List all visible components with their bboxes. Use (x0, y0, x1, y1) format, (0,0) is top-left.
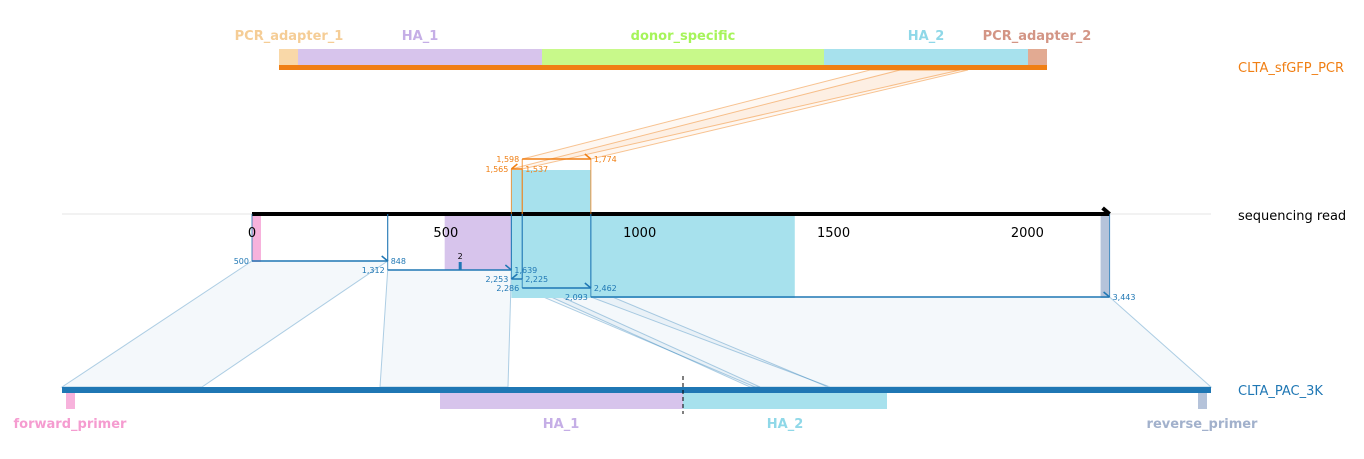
pac-alignment-end-label: 2,225 (525, 275, 548, 284)
pac-alignment-end-label: 2,462 (594, 284, 617, 293)
pac-alignment-arrow (510, 273, 518, 280)
alignment-shading-layer (60, 69, 1213, 388)
read-forward-primer-block (252, 214, 261, 262)
pcr-feature-label: HA_1 (402, 29, 439, 44)
pcr-alignment-start-label: 1,598 (496, 155, 519, 164)
pcr-feature-label: donor_specific (631, 29, 736, 44)
pac-alignment-end-label: 1,639 (514, 266, 537, 275)
feature-blocks-layer (62, 49, 1211, 409)
pac-feature-label: HA_2 (767, 417, 804, 432)
read-ha2-block (511, 214, 795, 298)
indel-label: 2 (458, 252, 463, 261)
pcr-feature-label: PCR_adapter_2 (983, 29, 1092, 44)
pac-alignment-shade (379, 269, 512, 388)
read-axis-arrowhead (1101, 206, 1111, 216)
pac-alignment-start-label: 2,093 (565, 293, 588, 302)
pcr-reference-name: CLTA_sfGFP_PCR (1238, 61, 1344, 76)
pac-alignment-end-label: 3,443 (1113, 293, 1136, 302)
read-tick-label: 2000 (1011, 226, 1044, 241)
labels-layer: PCR_adapter_1 HA_1 donor_specific HA_2 PCR_a… (14, 29, 1347, 432)
pac-reference-bar (62, 387, 1211, 393)
pac-feature-block (1198, 393, 1207, 409)
pac-alignment-start-label: 2,286 (496, 284, 519, 293)
pcr-alignment-arrow (510, 163, 518, 170)
pcr-feature-block (279, 49, 298, 65)
pac-feature-label: forward_primer (14, 417, 128, 432)
alignment-lines-layer (62, 153, 1211, 414)
pac-feature-block (440, 393, 683, 409)
pcr-reference-bar (279, 65, 1047, 70)
pac-alignment-arrow (504, 264, 512, 271)
read-name-label: sequencing read (1238, 209, 1346, 224)
pac-alignment-start-label: 1,312 (362, 266, 385, 275)
read-tick-label: 1500 (817, 226, 850, 241)
pac-feature-label: reverse_primer (1147, 417, 1259, 432)
pcr-feature-label: HA_2 (908, 29, 945, 44)
pcr-alignment-end-label: 1,774 (594, 155, 617, 164)
pcr-alignment-end-label: 1,537 (525, 165, 548, 174)
pcr-alignment-arrow (584, 153, 592, 160)
pac-alignment-end-label: 848 (391, 257, 406, 266)
read-ha1-block (444, 214, 512, 270)
pcr-feature-block (542, 49, 824, 65)
pcr-feature-block (298, 49, 542, 65)
read-tick-label: 500 (433, 226, 458, 241)
pac-alignment-start-label: 2,253 (485, 275, 508, 284)
pac-alignment-shade (60, 260, 390, 388)
read-ha2-pcr-block (511, 170, 591, 214)
pac-alignment-arrow (381, 255, 389, 262)
read-tick-label: 0 (248, 226, 256, 241)
read-tick-label: 1000 (623, 226, 656, 241)
pcr-feature-label: PCR_adapter_1 (235, 29, 344, 44)
pac-feature-block (683, 393, 887, 409)
pcr-feature-block (1028, 49, 1047, 65)
pcr-alignment-shade (511, 69, 961, 170)
pac-reference-name: CLTA_PAC_3K (1238, 384, 1323, 399)
pcr-feature-block (824, 49, 1028, 65)
read-reverse-primer-block (1100, 214, 1110, 298)
pac-feature-label: HA_1 (543, 417, 580, 432)
pac-alignment-arrow (584, 282, 592, 289)
pcr-alignment-start-label: 1,565 (485, 165, 508, 174)
pac-alignment-arrow (1103, 291, 1111, 298)
pac-feature-block (66, 393, 75, 409)
pac-alignment-start-label: 500 (234, 257, 249, 266)
